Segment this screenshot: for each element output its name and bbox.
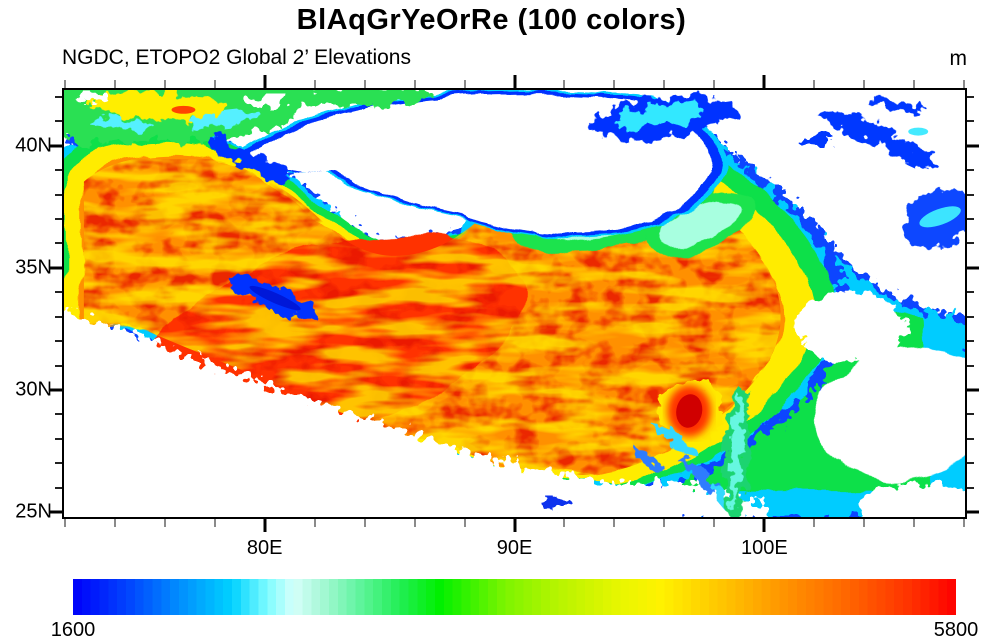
x-major-tick: [263, 519, 267, 532]
y-tick-label: 35N: [15, 256, 52, 279]
x-minor-tick: [713, 80, 716, 88]
x-minor-tick: [663, 519, 666, 527]
northeast-masked-area: [587, 90, 965, 249]
colorbar-min-label: 1600: [50, 619, 96, 641]
units-label: m: [949, 47, 968, 70]
y-minor-tick: [967, 364, 974, 367]
y-major-tick: [50, 510, 62, 514]
peak-spot: [655, 381, 724, 441]
x-minor-tick: [563, 80, 566, 88]
x-minor-tick: [463, 80, 466, 88]
elevation-raster: [64, 90, 965, 517]
y-tick-label: 25N: [15, 500, 52, 523]
y-minor-tick: [967, 193, 974, 196]
y-major-tick: [967, 510, 979, 514]
y-minor-tick: [55, 120, 62, 123]
y-minor-tick: [967, 120, 974, 123]
y-minor-tick: [55, 242, 62, 245]
y-minor-tick: [967, 217, 974, 220]
x-major-tick: [263, 75, 267, 88]
y-minor-tick: [55, 340, 62, 343]
y-tick-label: 40N: [15, 134, 52, 157]
y-major-tick: [967, 144, 979, 148]
x-major-tick: [513, 519, 516, 532]
x-minor-tick: [213, 519, 216, 527]
x-minor-tick: [163, 519, 166, 527]
colorbar-max-label: 5800: [933, 619, 979, 641]
southern-masked-plains: [64, 293, 965, 517]
x-major-tick: [513, 75, 516, 88]
x-minor-tick: [663, 80, 666, 88]
map-plot-area: 80E 90E 100E 25N 30N 35N 40N: [15, 75, 979, 559]
y-major-tick: [50, 266, 62, 270]
northwest-mountain-band: [64, 90, 433, 184]
y-minor-tick: [967, 95, 974, 98]
valley-slash: [205, 135, 291, 184]
x-minor-tick: [963, 519, 966, 527]
x-tick-label: 80E: [246, 537, 283, 559]
x-minor-tick: [813, 519, 816, 527]
y-minor-tick: [55, 462, 62, 465]
y-minor-tick: [967, 437, 974, 440]
x-minor-tick: [363, 519, 366, 527]
x-tick-label: 100E: [741, 537, 788, 559]
x-minor-tick: [913, 519, 916, 527]
y-minor-tick: [55, 413, 62, 416]
y-major-tick: [50, 144, 62, 148]
x-minor-tick: [63, 519, 66, 527]
x-minor-tick: [713, 519, 716, 527]
y-minor-tick: [967, 291, 974, 294]
x-minor-tick: [313, 80, 316, 88]
y-major-tick: [967, 266, 979, 270]
x-minor-tick: [313, 519, 316, 527]
x-minor-tick: [113, 80, 116, 88]
colorbar: [73, 579, 956, 615]
y-minor-tick: [55, 169, 62, 172]
x-major-tick: [762, 519, 766, 532]
y-minor-tick: [55, 291, 62, 294]
x-minor-tick: [913, 80, 916, 88]
x-minor-tick: [863, 519, 866, 527]
x-major-tick: [762, 75, 766, 88]
y-minor-tick: [55, 364, 62, 367]
plot-subtitle: NGDC, ETOPO2 Global 2’ Elevations: [62, 46, 411, 69]
x-minor-tick: [613, 80, 616, 88]
x-minor-tick: [413, 80, 416, 88]
x-minor-tick: [163, 80, 166, 88]
plot-title: BlAqGrYeOrRe (100 colors): [296, 4, 687, 36]
x-tick-label: 90E: [496, 537, 533, 559]
sichuan-masked-basin: [814, 345, 965, 479]
y-major-tick: [50, 388, 62, 392]
x-minor-tick: [113, 519, 116, 527]
y-minor-tick: [55, 193, 62, 196]
y-minor-tick: [967, 486, 974, 489]
y-minor-tick: [55, 95, 62, 98]
y-minor-tick: [55, 486, 62, 489]
y-minor-tick: [967, 169, 974, 172]
y-minor-tick: [55, 217, 62, 220]
x-minor-tick: [563, 519, 566, 527]
x-minor-tick: [863, 80, 866, 88]
x-minor-tick: [213, 80, 216, 88]
y-minor-tick: [967, 413, 974, 416]
y-minor-tick: [967, 462, 974, 465]
y-minor-tick: [967, 242, 974, 245]
x-minor-tick: [813, 80, 816, 88]
foothill-ridges: [231, 276, 750, 517]
x-minor-tick: [613, 519, 616, 527]
x-minor-tick: [463, 519, 466, 527]
y-minor-tick: [55, 315, 62, 318]
x-minor-tick: [363, 80, 366, 88]
y-major-tick: [967, 388, 979, 392]
y-minor-tick: [967, 340, 974, 343]
x-minor-tick: [63, 80, 66, 88]
x-minor-tick: [963, 80, 966, 88]
y-minor-tick: [967, 315, 974, 318]
x-minor-tick: [413, 519, 416, 527]
y-minor-tick: [55, 437, 62, 440]
y-tick-label: 30N: [15, 378, 52, 401]
